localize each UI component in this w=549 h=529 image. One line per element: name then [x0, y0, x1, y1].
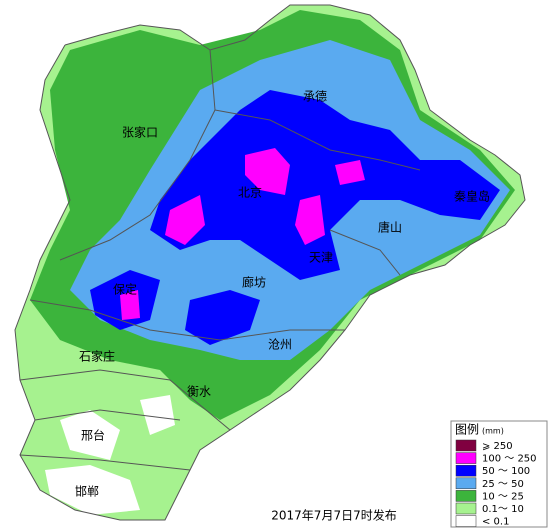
legend-swatch: [455, 477, 477, 490]
legend-label: 100 ～ 250: [482, 454, 537, 465]
city-label: 天津: [309, 251, 333, 265]
area-100-250-tianjin: [295, 195, 325, 245]
city-border: [19, 454, 191, 471]
city-label: 邢台: [81, 428, 105, 443]
city-label: 唐山: [378, 220, 402, 235]
legend-swatch: [455, 464, 477, 477]
area-50-100-langfang: [185, 290, 260, 345]
city-border: [214, 109, 421, 171]
legend-swatch: [455, 515, 477, 527]
city-border: [329, 229, 401, 276]
area-100-250-west: [165, 195, 205, 245]
area-dry-2: [140, 395, 175, 435]
city-label: 保定: [113, 282, 137, 297]
province-border: [14, 4, 526, 521]
city-label: 石家庄: [79, 349, 115, 364]
city-label: 廊坊: [242, 275, 266, 290]
legend-label: 10 ～ 25: [482, 491, 524, 502]
area-100-250-beijing: [245, 148, 290, 195]
legend-swatch: [455, 490, 477, 502]
city-label: 邯郸: [75, 484, 99, 499]
caption: 2017年7月7日7时发布: [271, 508, 396, 523]
city-label: 承德: [303, 89, 327, 104]
city-label: 张家口: [122, 125, 158, 140]
area-100-250-chengde: [335, 160, 365, 185]
legend-label: 0.1～ 10: [482, 504, 524, 515]
city-label: 北京: [238, 186, 262, 200]
city-border: [19, 369, 231, 431]
area-50-100-north: [150, 90, 500, 280]
borders: [14, 4, 526, 521]
area-100-250-baoding: [120, 290, 140, 320]
city-labels: 承德 张家口 北京 唐山 秦皇岛 天津 廊坊 保定 沧州 石家庄 衡水 邢台 邯…: [75, 89, 490, 499]
legend-label: < 0.1: [482, 517, 509, 528]
city-border: [59, 49, 216, 261]
legend-swatch: [455, 502, 477, 515]
area-dry-3: [45, 465, 140, 515]
city-border: [34, 409, 181, 421]
legend-unit: (mm): [482, 427, 504, 436]
legend-label: 25 ～ 50: [482, 479, 524, 490]
legend-title: 图例: [455, 423, 479, 437]
city-label: 秦皇岛: [454, 189, 490, 204]
map-areas: [15, 5, 525, 520]
legend-label: ⩾ 250: [482, 441, 513, 452]
area-dry-1: [60, 410, 120, 460]
legend-swatch: [455, 439, 477, 452]
city-label: 沧州: [268, 337, 292, 352]
legend-label: 50 ～ 100: [482, 466, 530, 477]
legend-swatch: [455, 452, 477, 464]
city-label: 衡水: [187, 385, 211, 399]
city-border: [29, 299, 345, 341]
